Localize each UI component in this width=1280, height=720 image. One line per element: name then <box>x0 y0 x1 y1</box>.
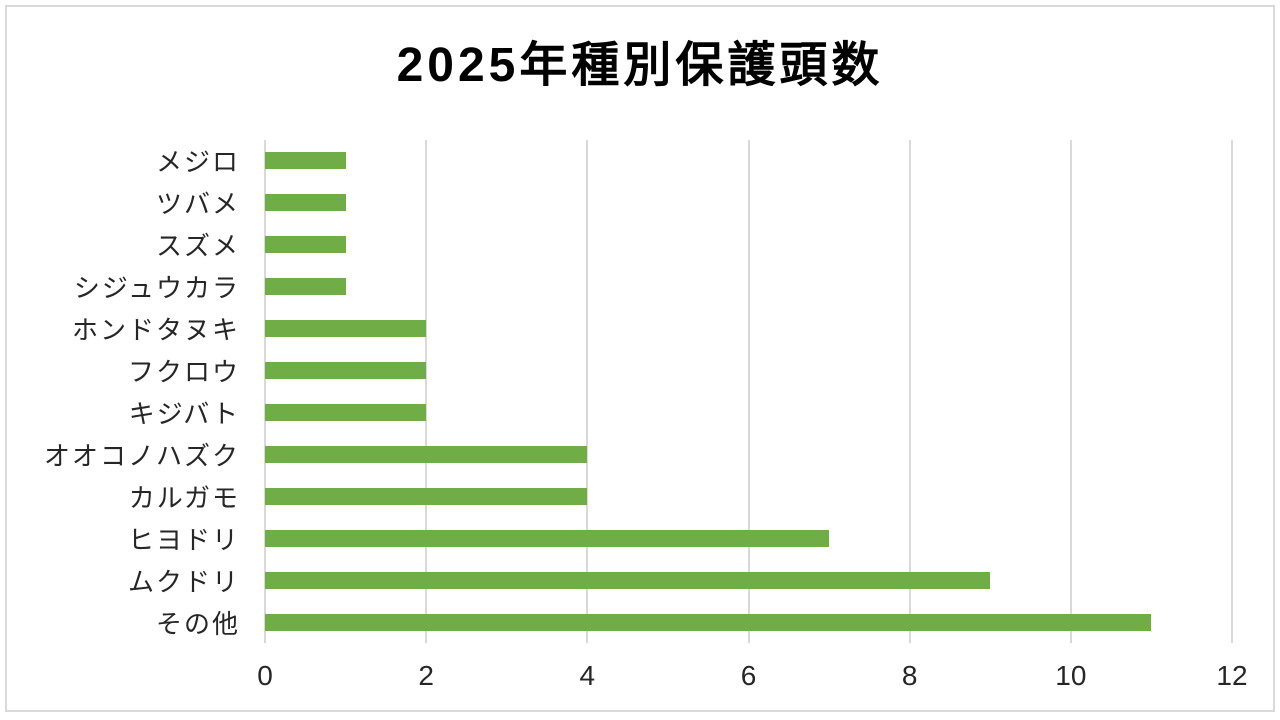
bar-row <box>265 224 1232 266</box>
bar <box>265 320 427 338</box>
category-label: フクロウ <box>127 357 240 388</box>
gridline <box>264 140 266 643</box>
category-label: スズメ <box>155 231 240 262</box>
x-tick-label: 6 <box>740 660 757 691</box>
bar <box>265 236 346 254</box>
bar-row <box>265 475 1232 517</box>
category-label: その他 <box>155 608 240 639</box>
bar <box>265 445 588 463</box>
bar-row <box>265 433 1232 475</box>
bar-series <box>265 140 1232 643</box>
x-tick-label: 2 <box>418 660 434 691</box>
gridline <box>747 140 750 643</box>
gridline <box>425 140 428 643</box>
bar-row <box>265 182 1232 224</box>
bar-row <box>265 266 1232 308</box>
category-label: ヒヨドリ <box>127 524 240 555</box>
bar <box>265 362 427 380</box>
category-label: ツバメ <box>155 189 240 220</box>
category-label: ホンドタヌキ <box>71 315 240 346</box>
gridline <box>586 140 589 643</box>
category-axis: メジロツバメスズメシジュウカラ ホンドタヌキフクロウキジバトオオコノハズクカルガモ… <box>0 140 240 643</box>
bar <box>265 571 991 589</box>
value-axis: 0 2 4 6 8 10 12 <box>257 656 1247 696</box>
bar <box>265 529 830 547</box>
gridline <box>1231 140 1233 643</box>
bar-row <box>265 140 1232 182</box>
bar <box>265 613 1152 631</box>
x-tick-label: 10 <box>1055 660 1087 691</box>
bar-row <box>265 559 1232 601</box>
category-label: カルガモ <box>128 482 240 513</box>
bar <box>265 194 346 212</box>
bar-row <box>265 308 1232 350</box>
gridline <box>1069 140 1072 643</box>
bar <box>265 152 346 170</box>
x-tick-label: 12 <box>1216 660 1248 691</box>
bar <box>265 278 346 296</box>
chart-title: 2025年種別保護頭数 <box>396 39 884 92</box>
category-label: キジバト <box>128 398 240 429</box>
category-label: オオコノハズク <box>43 440 240 471</box>
category-label: メジロ <box>155 147 240 178</box>
category-label: シジュウカラ <box>73 273 240 304</box>
bar-row <box>265 392 1232 434</box>
category-label: ムクドリ <box>127 566 240 597</box>
bar-row <box>265 517 1232 559</box>
bar <box>265 403 427 421</box>
x-tick-label: 8 <box>901 660 918 691</box>
bar-row <box>265 601 1232 643</box>
plot-area <box>264 140 1233 643</box>
x-tick-label: 0 <box>257 660 273 691</box>
x-tick-label: 4 <box>579 660 596 691</box>
gridline <box>908 140 911 643</box>
bar <box>265 487 588 505</box>
bar-row <box>265 350 1232 392</box>
